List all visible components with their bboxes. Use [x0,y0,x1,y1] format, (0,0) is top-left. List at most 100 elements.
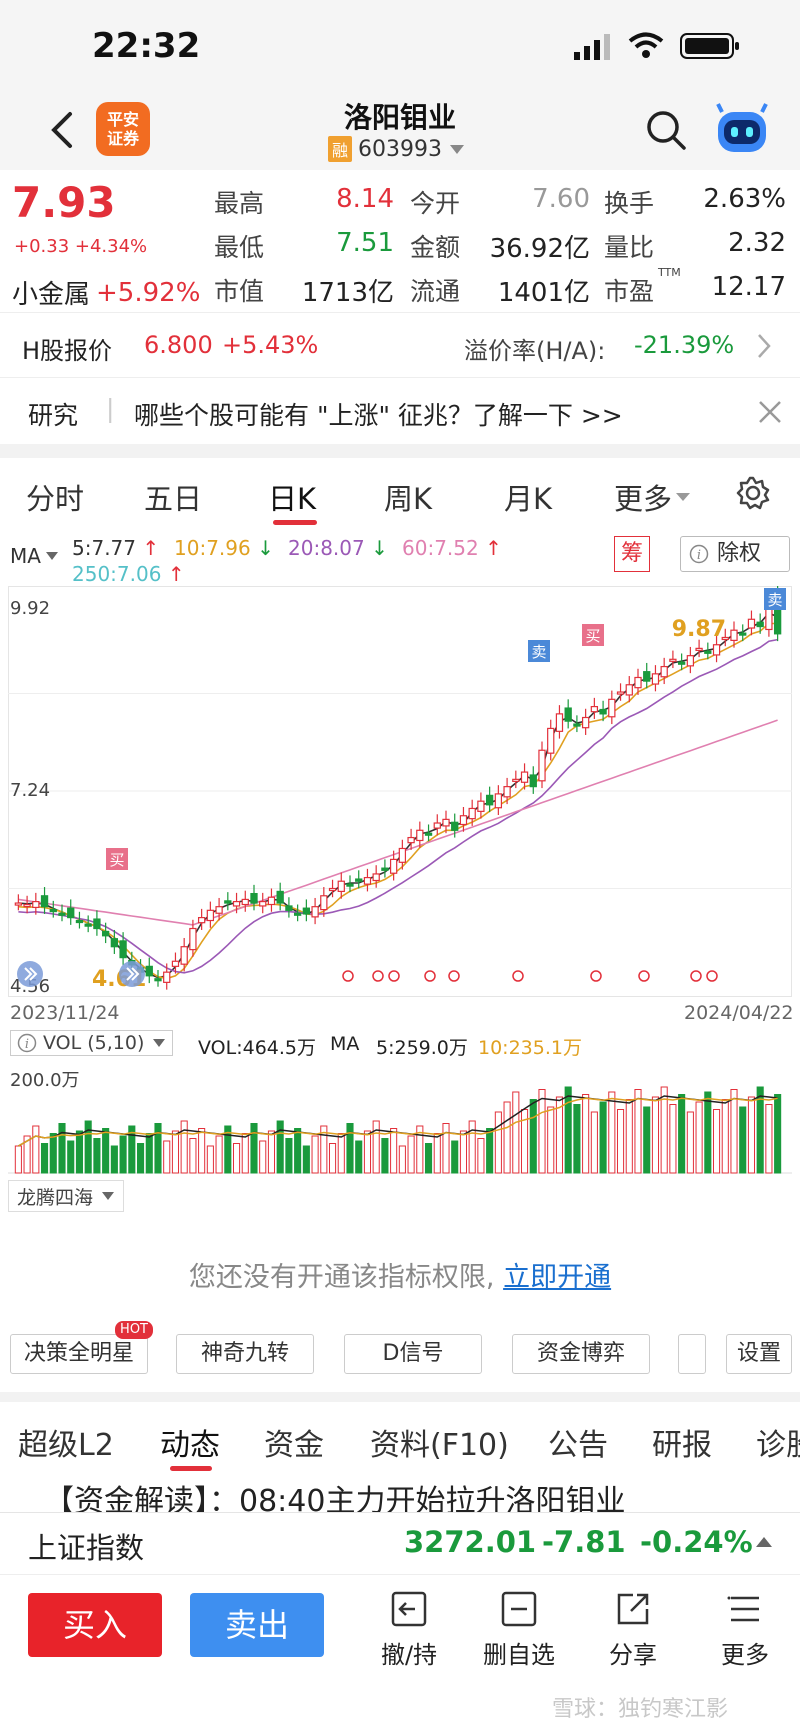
volume-bar [486,1128,494,1174]
tab-f10[interactable]: 资料(F10) [370,1428,509,1463]
search-icon[interactable] [644,108,688,152]
stock-code-row[interactable]: 融 603993 [328,136,466,162]
caret-down-icon [450,145,464,154]
candle-body [520,771,529,783]
activate-link[interactable]: 立即开通 [503,1262,612,1293]
volume-bar [276,1120,284,1174]
fund-game-button[interactable]: 资金博弈 [512,1334,650,1374]
quote-label: 流通 [410,277,461,306]
active-tab-indicator [273,520,317,525]
d-signal-button[interactable]: D信号 [344,1334,482,1374]
candle-body [608,698,616,718]
candle-body [171,960,180,967]
ex-rights-button[interactable]: i 除权 [680,536,790,572]
signal-mark [448,970,460,982]
tab-research[interactable]: 研报 [652,1428,712,1463]
magic-nine-button[interactable]: 神奇九转 [176,1334,314,1374]
volume-chart[interactable]: 200.0万 [8,1062,792,1174]
volume-bar [582,1094,590,1174]
close-icon[interactable] [758,400,782,424]
candle-body [695,647,703,651]
volume-bar [224,1125,232,1174]
tool-button-partial[interactable] [678,1334,706,1374]
quote-value: 7.60 [532,184,590,214]
candle-body [739,632,747,636]
volume-ma10-line [18,1097,778,1147]
active-tab-indicator [170,1466,212,1471]
tab-five-day[interactable]: 五日 [144,482,203,516]
volume-bar [93,1138,101,1174]
volume-header: i VOL (5,10) VOL:464.5万 MA 5:259.0万 10:2… [0,1028,800,1062]
candle-body [119,940,127,959]
sector-change[interactable]: 小金属 +5.92% [12,277,201,311]
candle-body [259,900,267,907]
volume-bar [634,1089,642,1174]
sell-button[interactable]: 卖出 [190,1593,324,1657]
volume-selector[interactable]: i VOL (5,10) [10,1030,174,1056]
candle-body [320,895,328,911]
robot-assistant-icon[interactable] [712,102,772,156]
candle-body [75,919,84,924]
tab-news[interactable]: 动态 [160,1428,220,1463]
volume-bar [215,1135,223,1174]
candle-body [293,912,302,916]
volume-bar [32,1125,40,1174]
volume-bar [285,1138,293,1174]
news-headline[interactable]: 【资金解读】：08:40主力开始拉升洛阳钼业 [44,1484,626,1516]
volume-bar [599,1101,607,1174]
chip-distribution-button[interactable]: 筹 [614,536,650,572]
share-button[interactable]: 分享 [588,1589,678,1670]
settings-gear-icon[interactable] [736,476,770,510]
research-banner[interactable]: 研究 | 哪些个股可能有 "上涨" 征兆？了解一下 >> [0,378,800,444]
volume-bar [529,1099,537,1174]
candle-body [721,636,729,641]
quote-value: 2.63% [703,184,786,214]
tool-settings-button[interactable]: 设置 [726,1334,792,1374]
decision-star-button[interactable]: 决策全明星 HOT [10,1321,153,1374]
candle-body [756,621,764,628]
tab-monthly-k[interactable]: 月K [504,482,553,516]
candle-body [581,716,590,729]
candle-body [564,707,572,722]
ma-selector[interactable]: MA [10,544,59,568]
tab-daily-k[interactable]: 日K [268,482,317,516]
tab-announcements[interactable]: 公告 [548,1428,608,1463]
tab-weekly-k[interactable]: 周K [384,482,433,516]
candle-body [660,665,668,678]
quote-label: 今开 [410,189,461,218]
more-button[interactable]: 更多 [700,1589,790,1670]
tab-super-l2[interactable]: 超级L2 [18,1428,114,1463]
wifi-icon [628,32,664,58]
tab-diagnosis[interactable]: 诊股 [756,1428,800,1463]
volume-bar [119,1135,127,1174]
h-share-bar[interactable]: H股报价 6.800 +5.43% 溢价率(H/A): -21.39% [0,312,800,378]
candle-body [459,815,468,826]
candle-body [224,900,232,904]
volume-bar [555,1096,564,1174]
candle-body [154,978,162,982]
cancel-hold-button[interactable]: 撤/持 [364,1589,454,1670]
volume-bar [564,1086,572,1174]
volume-bar [206,1145,214,1174]
index-ticker[interactable]: 上证指数 3272.01 -7.81 -0.24% [0,1512,800,1574]
indicator-selector[interactable]: 龙腾四海 [8,1180,125,1212]
buy-button[interactable]: 买入 [28,1593,162,1657]
chart-start-date: 2023/11/24 [10,1002,120,1024]
volume-bar [84,1120,92,1174]
stock-name: 洛阳钼业 [343,101,456,134]
tab-funds[interactable]: 资金 [264,1428,324,1463]
sell-mark [528,640,550,662]
candle-body [355,878,363,882]
signal-mark [706,970,718,982]
remove-watchlist-button[interactable]: 删自选 [474,1589,564,1670]
tab-more[interactable]: 更多 [614,476,692,518]
quote-label: 最低 [214,233,265,262]
candle-body [573,723,581,727]
h-share-label: H股报价 [22,337,113,365]
candle-body [49,909,57,913]
ma-value: 10:7.96 ↓ [174,536,274,560]
tab-intraday[interactable]: 分时 [26,482,85,516]
back-icon[interactable] [44,110,80,150]
candle-body [451,821,459,831]
